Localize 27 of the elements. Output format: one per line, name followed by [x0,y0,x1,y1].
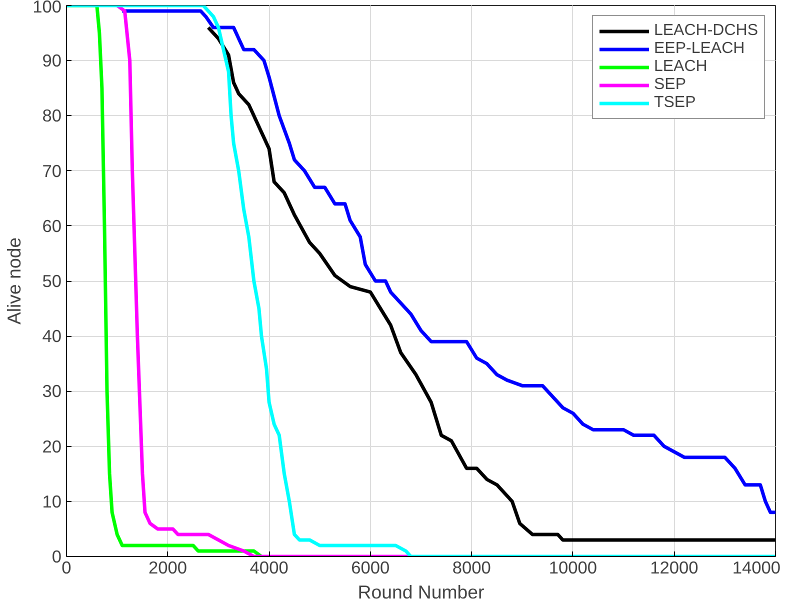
x-tick-label: 8000 [452,558,491,578]
y-tick-label: 50 [42,271,62,291]
x-tick-label: 2000 [148,558,188,578]
y-tick-label: 100 [32,0,62,16]
y-tick-label: 10 [42,491,62,512]
y-tick-label: 60 [42,216,62,236]
y-tick-label: 40 [42,326,62,346]
y-tick-label: 20 [42,436,62,456]
y-axis-title: Alive node [4,237,25,325]
legend-label: LEACH-DCHS [654,22,758,40]
y-tick-label: 90 [42,50,62,71]
line-series [120,9,776,514]
x-tick-label: 4000 [250,558,288,578]
x-tick-label: 10000 [548,558,598,578]
legend-label: TSEP [654,94,696,112]
y-tick-label: 80 [42,106,62,126]
x-tick-label: 14000 [732,558,780,578]
y-tick-label: 70 [42,160,62,181]
legend-label: SEP [654,76,686,94]
y-tick-label: 30 [42,381,62,402]
line-series [206,26,776,542]
x-axis-title: Round Number [358,582,484,602]
x-tick-label: 12000 [650,558,698,578]
legend-label: LEACH [654,58,708,76]
line-series [66,6,776,556]
x-tick-label: 6000 [351,558,390,578]
legend-label: EEP-LEACH [654,40,745,58]
